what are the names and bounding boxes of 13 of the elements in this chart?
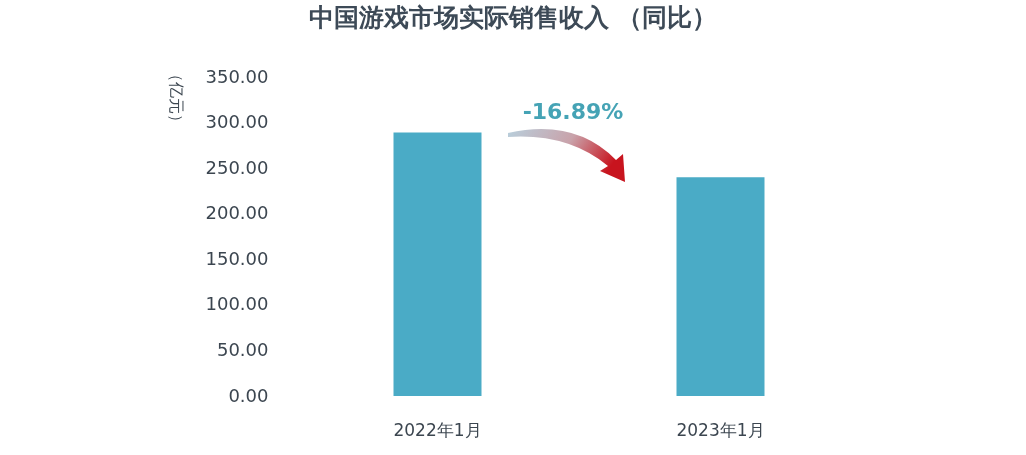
x-tick-label: 2022年1月 — [393, 419, 482, 440]
x-tick-label: 2023年1月 — [676, 419, 765, 440]
y-tick-label: 50.00 — [216, 338, 269, 360]
y-tick-label: 100.00 — [205, 293, 269, 315]
y-tick-label: 250.00 — [205, 156, 269, 178]
y-tick-label: 0.00 — [228, 384, 269, 406]
annotation: -16.89% — [522, 99, 624, 124]
y-tick-label: 200.00 — [205, 202, 269, 224]
y-axis-title: （亿元） — [166, 65, 186, 130]
y-tick-label: 300.00 — [205, 111, 269, 133]
y-tick-label: 350.00 — [205, 65, 269, 87]
y-tick-label: 150.00 — [205, 247, 269, 269]
chart-title: 中国游戏市场实际销售收入 （同比） — [308, 3, 718, 32]
